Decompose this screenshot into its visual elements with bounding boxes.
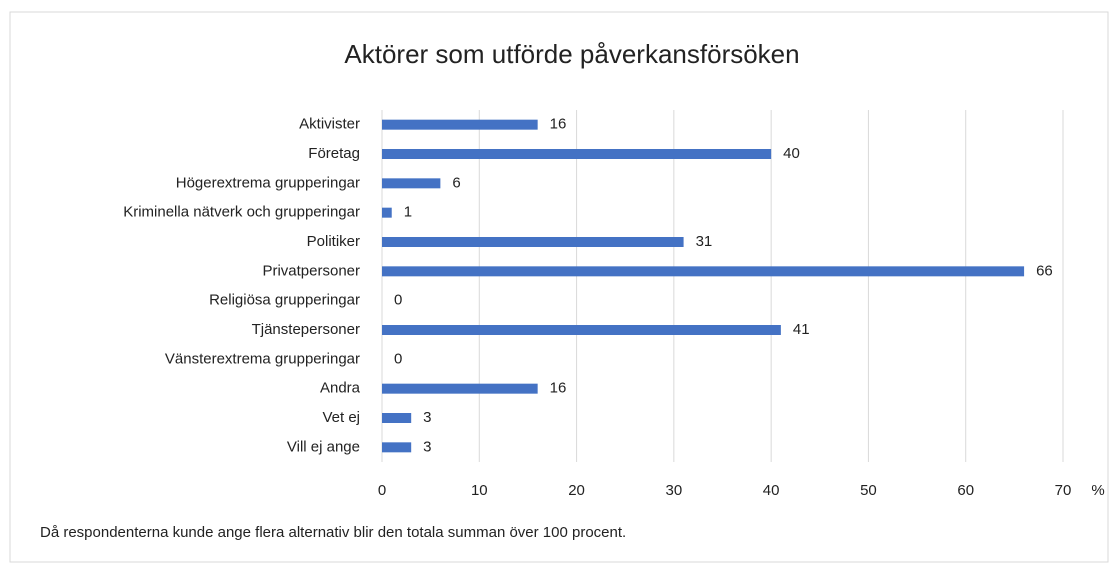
- y-tick-label: Företag: [308, 145, 360, 162]
- x-tick-label: 30: [666, 482, 683, 499]
- y-tick-label: Politiker: [307, 233, 360, 250]
- y-tick-label: Vet ej: [322, 409, 360, 426]
- data-label: 3: [423, 438, 431, 455]
- bar: [382, 413, 412, 423]
- data-label: 40: [783, 145, 800, 162]
- data-label: 6: [452, 174, 460, 191]
- data-label: 0: [394, 350, 402, 367]
- y-tick-label: Högerextrema grupperingar: [176, 174, 360, 191]
- x-tick-label: 60: [957, 482, 974, 499]
- data-label: 0: [394, 292, 402, 309]
- x-tick-label: 70: [1055, 482, 1072, 499]
- data-label: 66: [1036, 262, 1053, 279]
- x-tick-label: 40: [763, 482, 780, 499]
- x-tick-label: 20: [568, 482, 585, 499]
- y-tick-label: Vill ej ange: [287, 438, 360, 455]
- bar: [382, 325, 781, 335]
- bar: [382, 178, 441, 189]
- x-tick-label: 0: [378, 482, 386, 499]
- bar: [382, 442, 412, 453]
- x-axis-label: %: [1091, 482, 1104, 499]
- x-tick-label: 50: [860, 482, 877, 499]
- y-tick-label: Vänsterextrema grupperingar: [165, 350, 360, 367]
- note: Då respondenterna kunde ange flera alter…: [40, 524, 626, 541]
- x-tick-label: 10: [471, 482, 488, 499]
- bar: [382, 383, 538, 394]
- y-tick-label: Privatpersoner: [262, 262, 360, 279]
- y-tick-label: Kriminella nätverk och grupperingar: [123, 204, 360, 221]
- bar: [382, 237, 684, 247]
- bar: [382, 207, 392, 218]
- data-label: 16: [550, 380, 567, 397]
- bar: [382, 119, 538, 130]
- data-label: 1: [404, 204, 412, 221]
- data-label: 41: [793, 321, 810, 338]
- bar: [382, 149, 772, 159]
- y-tick-label: Andra: [320, 380, 361, 397]
- data-label: 31: [696, 233, 713, 250]
- chart-title: Aktörer som utförde påverkansförsöken: [344, 39, 799, 69]
- bar: [382, 266, 1025, 277]
- y-tick-label: Aktivister: [299, 116, 360, 133]
- y-tick-label: Religiösa grupperingar: [209, 292, 360, 309]
- y-tick-label: Tjänstepersoner: [252, 321, 360, 338]
- data-label: 3: [423, 409, 431, 426]
- data-label: 16: [550, 116, 567, 133]
- chart-border: [9, 11, 1109, 563]
